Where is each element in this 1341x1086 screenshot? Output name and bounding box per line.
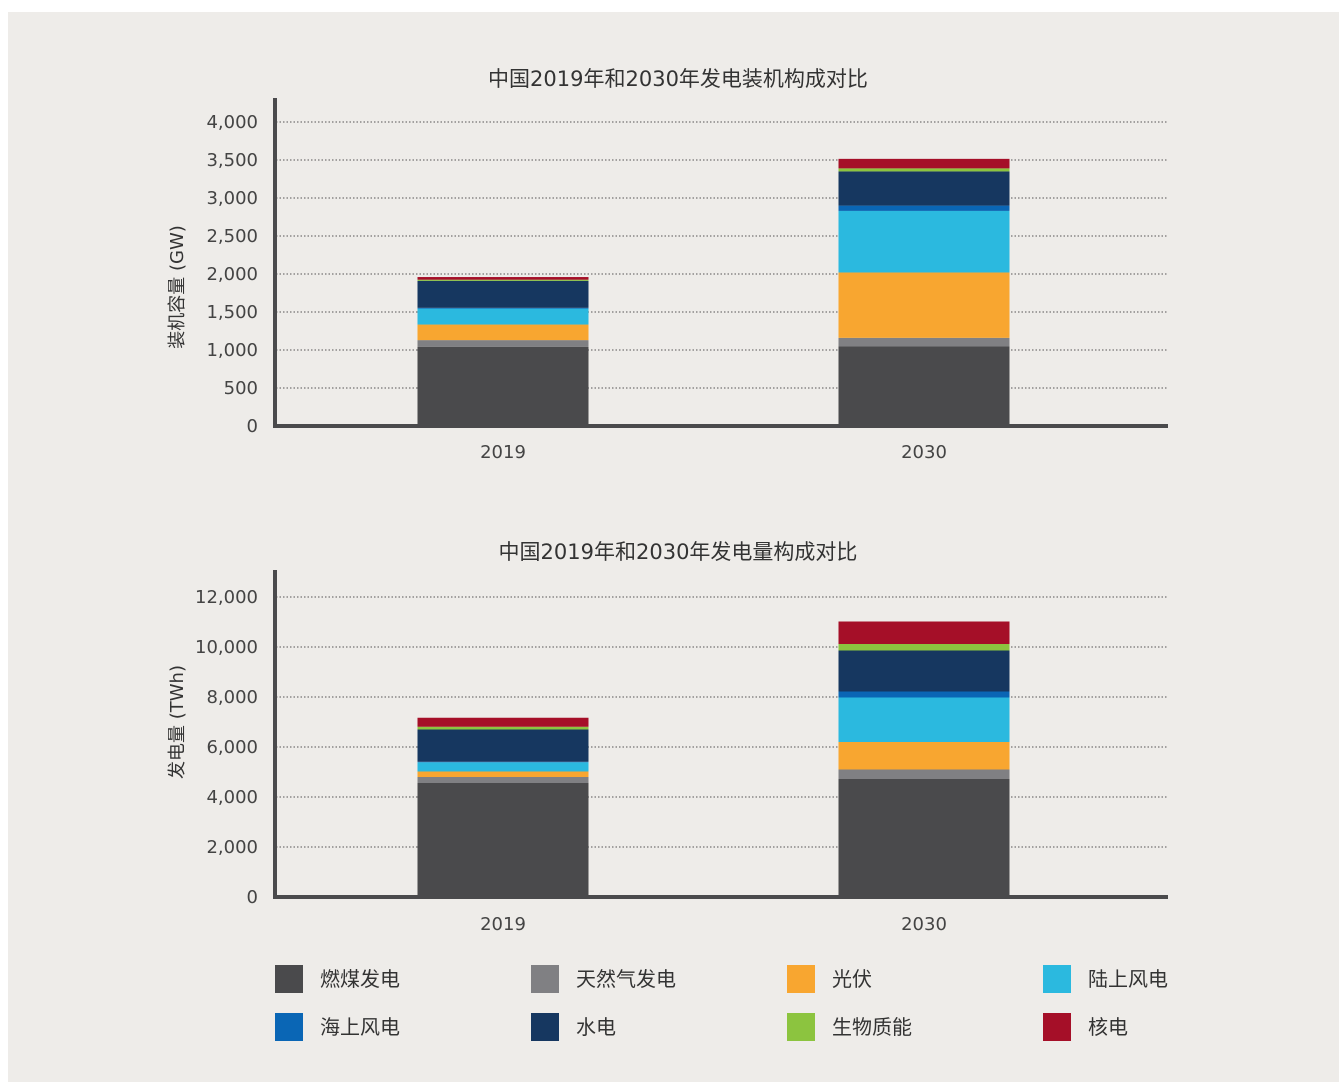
bar-segment: [838, 742, 1010, 770]
x-tick-label: 2019: [480, 914, 526, 935]
legend-label: 天然气发电: [576, 967, 676, 991]
legend-label: 核电: [1088, 1015, 1128, 1039]
bar-segment: [838, 697, 1010, 742]
chart-1-title: 中国2019年和2030年发电装机构成对比: [488, 67, 868, 91]
legend-swatch: [1043, 1013, 1071, 1041]
bar-segment: [838, 168, 1010, 172]
y-tick-label: 2,000: [206, 837, 258, 858]
x-tick-label: 2030: [901, 914, 947, 935]
legend-label: 生物质能: [832, 1015, 912, 1039]
bar-segment: [417, 783, 589, 897]
chart-2-y-axis-label: 发电量 (TWh): [167, 665, 188, 779]
legend-swatch: [787, 1013, 815, 1041]
bar-segment: [838, 158, 1010, 169]
y-tick-label: 6,000: [206, 737, 258, 758]
bar-segment: [417, 307, 589, 309]
bar-segment: [417, 277, 589, 280]
y-tick-label: 500: [224, 378, 258, 399]
legend-swatch: [531, 1013, 559, 1041]
bar-segment: [838, 650, 1010, 692]
bar-segment: [838, 205, 1010, 211]
legend-swatch: [1043, 965, 1071, 993]
y-tick-label: 8,000: [206, 687, 258, 708]
legend-swatch: [787, 965, 815, 993]
bar-segment: [417, 308, 589, 325]
bar-segment: [838, 171, 1010, 206]
legend-swatch: [275, 965, 303, 993]
y-tick-label: 0: [247, 887, 258, 908]
y-tick-label: 4,000: [206, 787, 258, 808]
legend-label: 燃煤发电: [320, 967, 400, 991]
bar-segment: [838, 691, 1010, 698]
bar-segment: [417, 729, 589, 762]
y-tick-label: 4,000: [206, 112, 258, 133]
y-tick-label: 2,000: [206, 264, 258, 285]
chart-1-plot: 0 500 1,000 1,500 2,000 2,500 3,000 3,500 4,000 2…: [206, 98, 1168, 463]
bar-segment: [838, 769, 1010, 779]
chart-2-title: 中国2019年和2030年发电量构成对比: [499, 540, 858, 564]
bar-segment: [838, 272, 1010, 338]
legend-label: 陆上风电: [1088, 967, 1168, 991]
y-tick-label: 3,000: [206, 188, 258, 209]
bar-segment: [417, 717, 589, 727]
chart-panel: [8, 12, 1339, 1082]
legend-swatch: [275, 1013, 303, 1041]
bar-segment: [417, 279, 589, 281]
y-tick-label: 12,000: [195, 587, 258, 608]
bar-segment: [417, 340, 589, 347]
legend-label: 水电: [576, 1015, 616, 1039]
y-tick-label: 1,500: [206, 302, 258, 323]
x-tick-label: 2030: [901, 442, 947, 463]
bar-segment: [838, 210, 1010, 273]
legend-swatch: [531, 965, 559, 993]
bar-segment: [417, 726, 589, 730]
bar-segment: [417, 761, 589, 763]
y-tick-label: 2,500: [206, 226, 258, 247]
y-tick-label: 3,500: [206, 150, 258, 171]
bar-segment: [417, 771, 589, 777]
chart-1-y-axis-label: 装机容量 (GW): [167, 225, 188, 349]
y-tick-label: 0: [247, 416, 258, 437]
bar-segment: [838, 779, 1010, 897]
bar-segment: [417, 346, 589, 426]
chart-2-plot: 0 2,000 4,000 6,000 8,000 10,000 12,000 2019 203…: [195, 570, 1168, 935]
x-tick-label: 2019: [480, 442, 526, 463]
bar-segment: [838, 346, 1010, 426]
y-tick-label: 10,000: [195, 637, 258, 658]
bar-segment: [838, 337, 1010, 347]
bar-segment: [417, 324, 589, 341]
legend-label: 光伏: [832, 967, 872, 991]
bar-segment: [417, 280, 589, 308]
bar-segment: [417, 762, 589, 772]
bar-segment: [838, 621, 1010, 644]
bar-segment: [417, 777, 589, 783]
legend-label: 海上风电: [320, 1015, 400, 1039]
y-tick-label: 1,000: [206, 340, 258, 361]
bar-segment: [838, 644, 1010, 651]
